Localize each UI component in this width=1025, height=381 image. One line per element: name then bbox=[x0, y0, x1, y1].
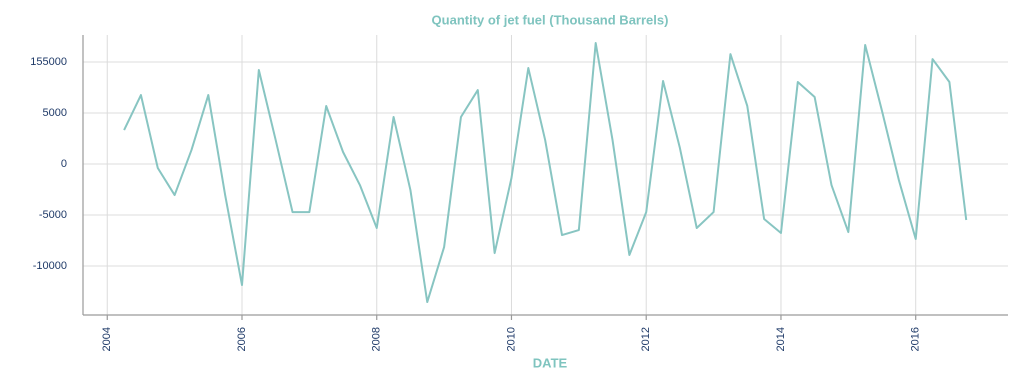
y-tick-label: -5000 bbox=[39, 209, 67, 221]
x-tick-label: 2012 bbox=[640, 327, 652, 351]
y-tick-label: -10000 bbox=[33, 260, 67, 272]
x-axis-label: DATE bbox=[533, 355, 568, 370]
x-tick-label: 2016 bbox=[910, 327, 922, 351]
x-tick-label: 2008 bbox=[371, 327, 383, 351]
chart-title: Quantity of jet fuel (Thousand Barrels) bbox=[432, 12, 669, 27]
x-tick-label: 2006 bbox=[236, 327, 248, 351]
data-line bbox=[123, 42, 968, 304]
x-tick-label: 2004 bbox=[101, 327, 113, 351]
x-tick-label: 2010 bbox=[505, 327, 517, 351]
y-tick-label: 5000 bbox=[43, 107, 67, 119]
y-tick-label: 155000 bbox=[30, 56, 67, 68]
y-tick-label: 0 bbox=[61, 158, 67, 170]
x-tick-label: 2014 bbox=[775, 327, 787, 351]
